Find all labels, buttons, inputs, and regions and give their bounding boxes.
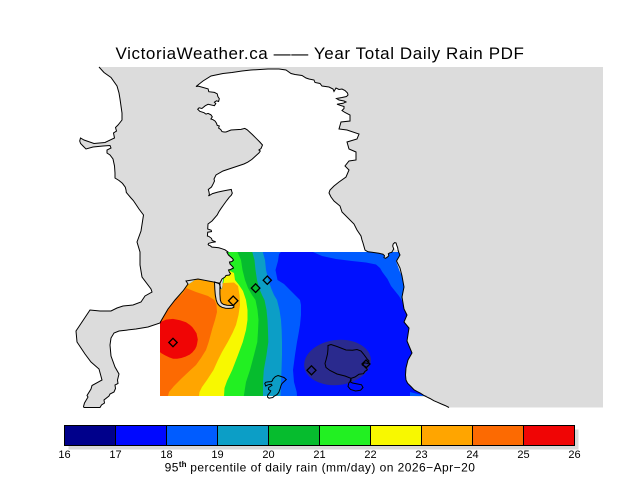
svg-text:26: 26 (568, 449, 580, 461)
svg-text:VictoriaWeather.ca —— Year Tot: VictoriaWeather.ca —— Year Total Daily R… (116, 44, 525, 63)
svg-text:16: 16 (58, 449, 70, 461)
svg-text:23: 23 (415, 449, 427, 461)
svg-text:20: 20 (262, 449, 274, 461)
svg-text:24: 24 (466, 449, 478, 461)
svg-text:17: 17 (109, 449, 121, 461)
svg-text:22: 22 (364, 449, 376, 461)
svg-text:25: 25 (517, 449, 529, 461)
svg-text:18: 18 (160, 449, 172, 461)
svg-text:21: 21 (313, 449, 325, 461)
svg-text:95th percentile of daily rain: 95th percentile of daily rain (mm/day) o… (165, 460, 476, 475)
svg-text:19: 19 (211, 449, 223, 461)
